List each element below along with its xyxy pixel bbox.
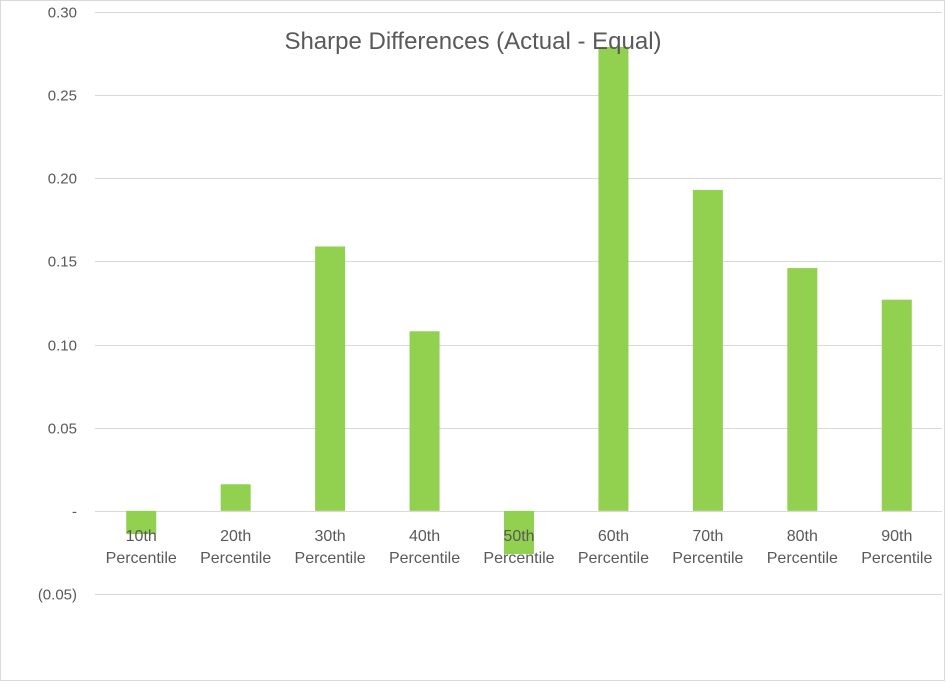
x-category-label: 90th bbox=[881, 528, 912, 545]
y-tick-label: (0.05) bbox=[38, 587, 77, 604]
x-category-label: Percentile bbox=[483, 550, 554, 567]
chart-title: Sharpe Differences (Actual - Equal) bbox=[284, 28, 661, 55]
x-category-label: 50th bbox=[503, 528, 534, 545]
y-tick-label: 0.20 bbox=[48, 171, 77, 188]
x-category-label: 80th bbox=[787, 528, 818, 545]
bar bbox=[220, 484, 251, 511]
x-axis-category-labels: 10th Percentile 20th Percentile 30th Percenti… bbox=[106, 528, 933, 567]
x-category-label: Percentile bbox=[200, 550, 271, 567]
y-tick-label: 0.05 bbox=[48, 421, 77, 438]
x-category-label: Percentile bbox=[672, 550, 743, 567]
bar bbox=[409, 331, 440, 511]
bars bbox=[126, 46, 912, 555]
x-category-label: Percentile bbox=[295, 550, 366, 567]
bar bbox=[504, 510, 534, 555]
x-category-label: 60th bbox=[598, 528, 629, 545]
x-category-label: Percentile bbox=[767, 550, 838, 567]
x-category-label: 40th bbox=[409, 528, 440, 545]
x-category-label: Percentile bbox=[861, 550, 932, 567]
x-category-label: 10th bbox=[126, 528, 157, 545]
bar bbox=[787, 268, 818, 511]
y-tick-label: 0.30 bbox=[48, 5, 77, 22]
x-category-label: Percentile bbox=[578, 550, 649, 567]
y-axis-tick-labels: 0.30 0.25 0.20 0.15 0.10 0.05 - (0.05) bbox=[38, 5, 77, 604]
bar bbox=[315, 246, 346, 511]
x-category-label: 30th bbox=[315, 528, 346, 545]
bar bbox=[126, 510, 157, 535]
x-category-label: 70th bbox=[692, 528, 723, 545]
bar bbox=[598, 46, 629, 511]
y-tick-label: 0.25 bbox=[48, 88, 77, 105]
bar bbox=[692, 189, 723, 511]
x-category-label: Percentile bbox=[389, 550, 460, 567]
y-tick-label: - bbox=[72, 504, 77, 521]
x-category-label: Percentile bbox=[106, 550, 177, 567]
y-tick-label: 0.15 bbox=[48, 254, 77, 271]
bar bbox=[881, 299, 912, 511]
x-category-label: 20th bbox=[220, 528, 251, 545]
y-tick-label: 0.10 bbox=[48, 338, 77, 355]
